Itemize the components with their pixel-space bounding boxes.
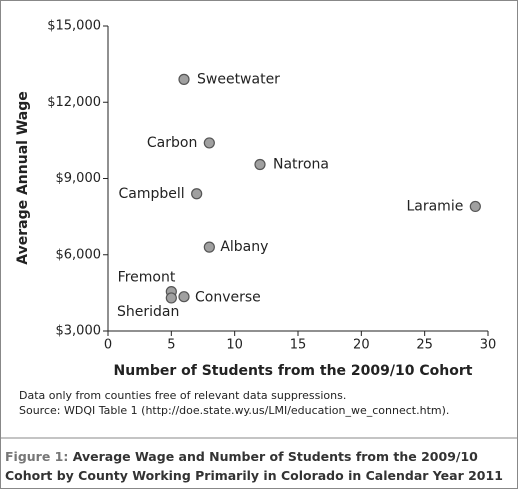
note: Data only from counties free of relevant…	[19, 389, 346, 402]
x-tick-label: 0	[104, 338, 112, 353]
point	[165, 292, 177, 304]
y-tick-label: $6,000	[56, 247, 102, 262]
point-label: Campbell	[118, 186, 184, 202]
point	[203, 137, 215, 149]
point-label: Albany	[220, 239, 268, 255]
x-tick-label: 25	[416, 338, 433, 353]
caption-text: Average Wage and Number of Students from…	[5, 449, 503, 483]
y-tick-label: $9,000	[56, 171, 102, 186]
x-axis-title: Number of Students from the 2009/10 Coho…	[114, 363, 473, 379]
x-tick-label: 20	[353, 338, 370, 353]
point-label: Sheridan	[117, 304, 179, 320]
point-label: Natrona	[273, 157, 329, 173]
y-tick-label: $3,000	[56, 324, 102, 339]
point	[178, 73, 190, 85]
point	[191, 188, 203, 200]
y-tick-label: $15,000	[47, 19, 101, 34]
point-label: Carbon	[147, 135, 197, 151]
x-tick-label: 15	[290, 338, 307, 353]
x-tick-label: 10	[226, 338, 243, 353]
point	[469, 200, 481, 213]
point-label: Laramie	[406, 198, 463, 214]
point	[203, 241, 215, 253]
y-tick-label: $12,000	[47, 95, 101, 110]
y-axis-title: Average Annual Wage	[15, 91, 31, 264]
point-label: Fremont	[118, 270, 176, 286]
point	[254, 158, 266, 171]
point-label: Converse	[195, 290, 261, 306]
chart: Number of Students from the 2009/10 Coho…	[1, 19, 517, 439]
caption: Figure 1: Average Wage and Number of Stu…	[5, 447, 511, 485]
note: Source: WDQI Table 1 (http://doe.state.w…	[19, 404, 449, 417]
caption-label: Figure 1:	[5, 449, 69, 464]
point-label: Sweetwater	[197, 71, 280, 87]
point	[178, 291, 190, 303]
x-tick-label: 30	[480, 338, 497, 353]
x-tick-label: 5	[167, 338, 175, 353]
